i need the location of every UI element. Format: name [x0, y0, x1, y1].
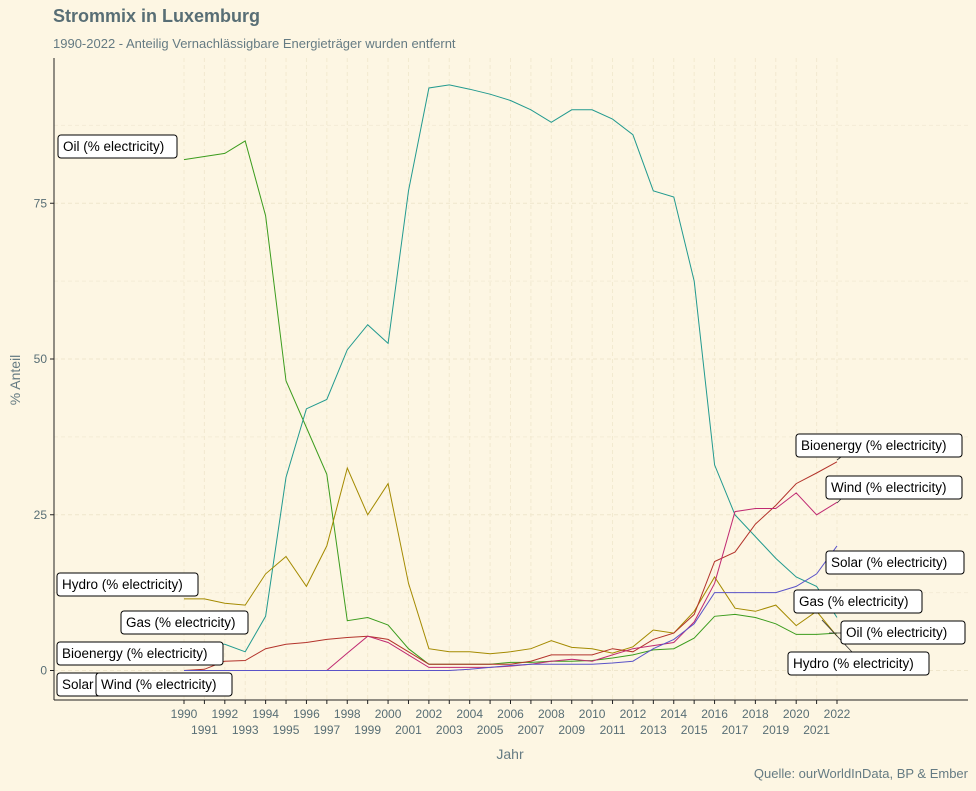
x-tick-label: 1991 — [191, 723, 218, 737]
series-label: Solar — [56, 672, 102, 697]
x-tick-label: 2012 — [620, 707, 647, 721]
series-label-text: Solar — [62, 677, 94, 692]
series-label-text: Hydro (% electricity) — [62, 577, 183, 592]
series-line — [184, 84, 838, 653]
series-label-text: Gas (% electricity) — [799, 594, 909, 609]
y-tick-label: 50 — [34, 352, 48, 366]
x-tick-label: 2014 — [660, 707, 687, 721]
series-label-text: Wind (% electricity) — [831, 480, 947, 495]
x-tick-label: 2006 — [497, 707, 524, 721]
series-label: Oil (% electricity) — [57, 134, 178, 159]
x-tick-label: 2009 — [558, 723, 585, 737]
x-tick-label: 1990 — [171, 707, 198, 721]
x-tick-label: 2008 — [538, 707, 565, 721]
series-label-text: Solar (% electricity) — [831, 555, 947, 570]
x-axis-title: Jahr — [496, 746, 524, 762]
series-label-box — [840, 620, 966, 645]
x-tick-label: 2002 — [416, 707, 443, 721]
series-line — [183, 461, 838, 671]
label-leader-line — [821, 619, 853, 653]
series-labels: Oil (% electricity) Hydro (% electricity)… — [56, 134, 966, 697]
series-label-box — [795, 433, 963, 458]
series-lines — [183, 84, 838, 671]
y-tick-label: 75 — [34, 196, 48, 210]
axes: 0 25 50 75 1990 1991 1992 1993 1994 1995 1996 1997 1… — [34, 58, 968, 737]
x-tick-label: 2001 — [395, 723, 422, 737]
x-tick-label: 2005 — [477, 723, 504, 737]
series-label: Gas (% electricity) — [120, 610, 249, 635]
y-tick-label: 25 — [34, 508, 48, 522]
series-label-box — [825, 550, 965, 575]
x-tick-label: 2004 — [456, 707, 483, 721]
series-label-text: Oil (% electricity) — [63, 139, 164, 154]
x-tick-label: 1996 — [293, 707, 320, 721]
x-tick-label: 2021 — [803, 723, 830, 737]
series-label: Hydro (% electricity) — [56, 572, 199, 597]
series-line — [183, 140, 838, 665]
chart-subtitle: 1990-2022 - Anteilig Vernachlässigbare E… — [53, 36, 456, 51]
series-label-box — [57, 134, 178, 159]
x-tick-label: 2016 — [701, 707, 728, 721]
series-label-box — [56, 641, 224, 666]
series-label-box — [787, 651, 930, 676]
grid — [54, 58, 968, 700]
x-tick-label: 2007 — [518, 723, 545, 737]
x-tick-label: 1994 — [252, 707, 279, 721]
x-tick-label: 2000 — [375, 707, 402, 721]
series-label-box — [95, 672, 233, 697]
x-tick-label: 2003 — [436, 723, 463, 737]
series-label: Hydro (% electricity) — [787, 651, 930, 676]
series-label-box — [120, 610, 249, 635]
series-label-text: Gas (% electricity) — [126, 615, 236, 630]
series-label-box — [793, 589, 923, 614]
chart-caption: Quelle: ourWorldInData, BP & Ember — [753, 766, 968, 781]
x-tick-label: 2010 — [579, 707, 606, 721]
x-tick-label: 1993 — [232, 723, 259, 737]
y-tick-label: 0 — [40, 664, 47, 678]
series-line — [184, 466, 838, 655]
series-label: Oil (% electricity) — [840, 620, 966, 645]
x-tick-label: 1992 — [211, 707, 238, 721]
series-label: Bioenergy (% electricity) — [795, 433, 963, 458]
chart-title: Strommix in Luxemburg — [53, 6, 261, 26]
series-label: Wind (% electricity) — [95, 672, 233, 697]
series-line — [184, 545, 838, 671]
series-label: Gas (% electricity) — [793, 589, 923, 614]
series-label-box — [56, 572, 199, 597]
label-leader-line — [836, 498, 842, 504]
x-tick-label: 2017 — [722, 723, 749, 737]
series-label: Solar (% electricity) — [825, 550, 965, 575]
series-label-box — [825, 475, 963, 500]
x-tick-label: 2018 — [742, 707, 769, 721]
series-label-text: Hydro (% electricity) — [793, 656, 914, 671]
x-tick-label: 1999 — [354, 723, 381, 737]
x-tick-label: 2011 — [600, 723, 626, 737]
x-tick-label: 1995 — [273, 723, 300, 737]
y-axis-title: % Anteil — [7, 355, 23, 406]
x-tick-label: 1997 — [313, 723, 340, 737]
series-label-text: Bioenergy (% electricity) — [62, 646, 208, 661]
series-label: Bioenergy (% electricity) — [56, 641, 224, 666]
x-tick-label: 2015 — [681, 723, 708, 737]
x-tick-label: 2020 — [783, 707, 810, 721]
x-tick-label: 2019 — [762, 723, 789, 737]
series-label-text: Oil (% electricity) — [846, 625, 947, 640]
x-tick-label: 1998 — [334, 707, 361, 721]
series-label: Wind (% electricity) — [825, 475, 963, 500]
x-tick-label: 2013 — [640, 723, 667, 737]
series-label-text: Bioenergy (% electricity) — [801, 438, 947, 453]
series-label-text: Wind (% electricity) — [101, 677, 217, 692]
x-tick-label: 2022 — [824, 707, 851, 721]
